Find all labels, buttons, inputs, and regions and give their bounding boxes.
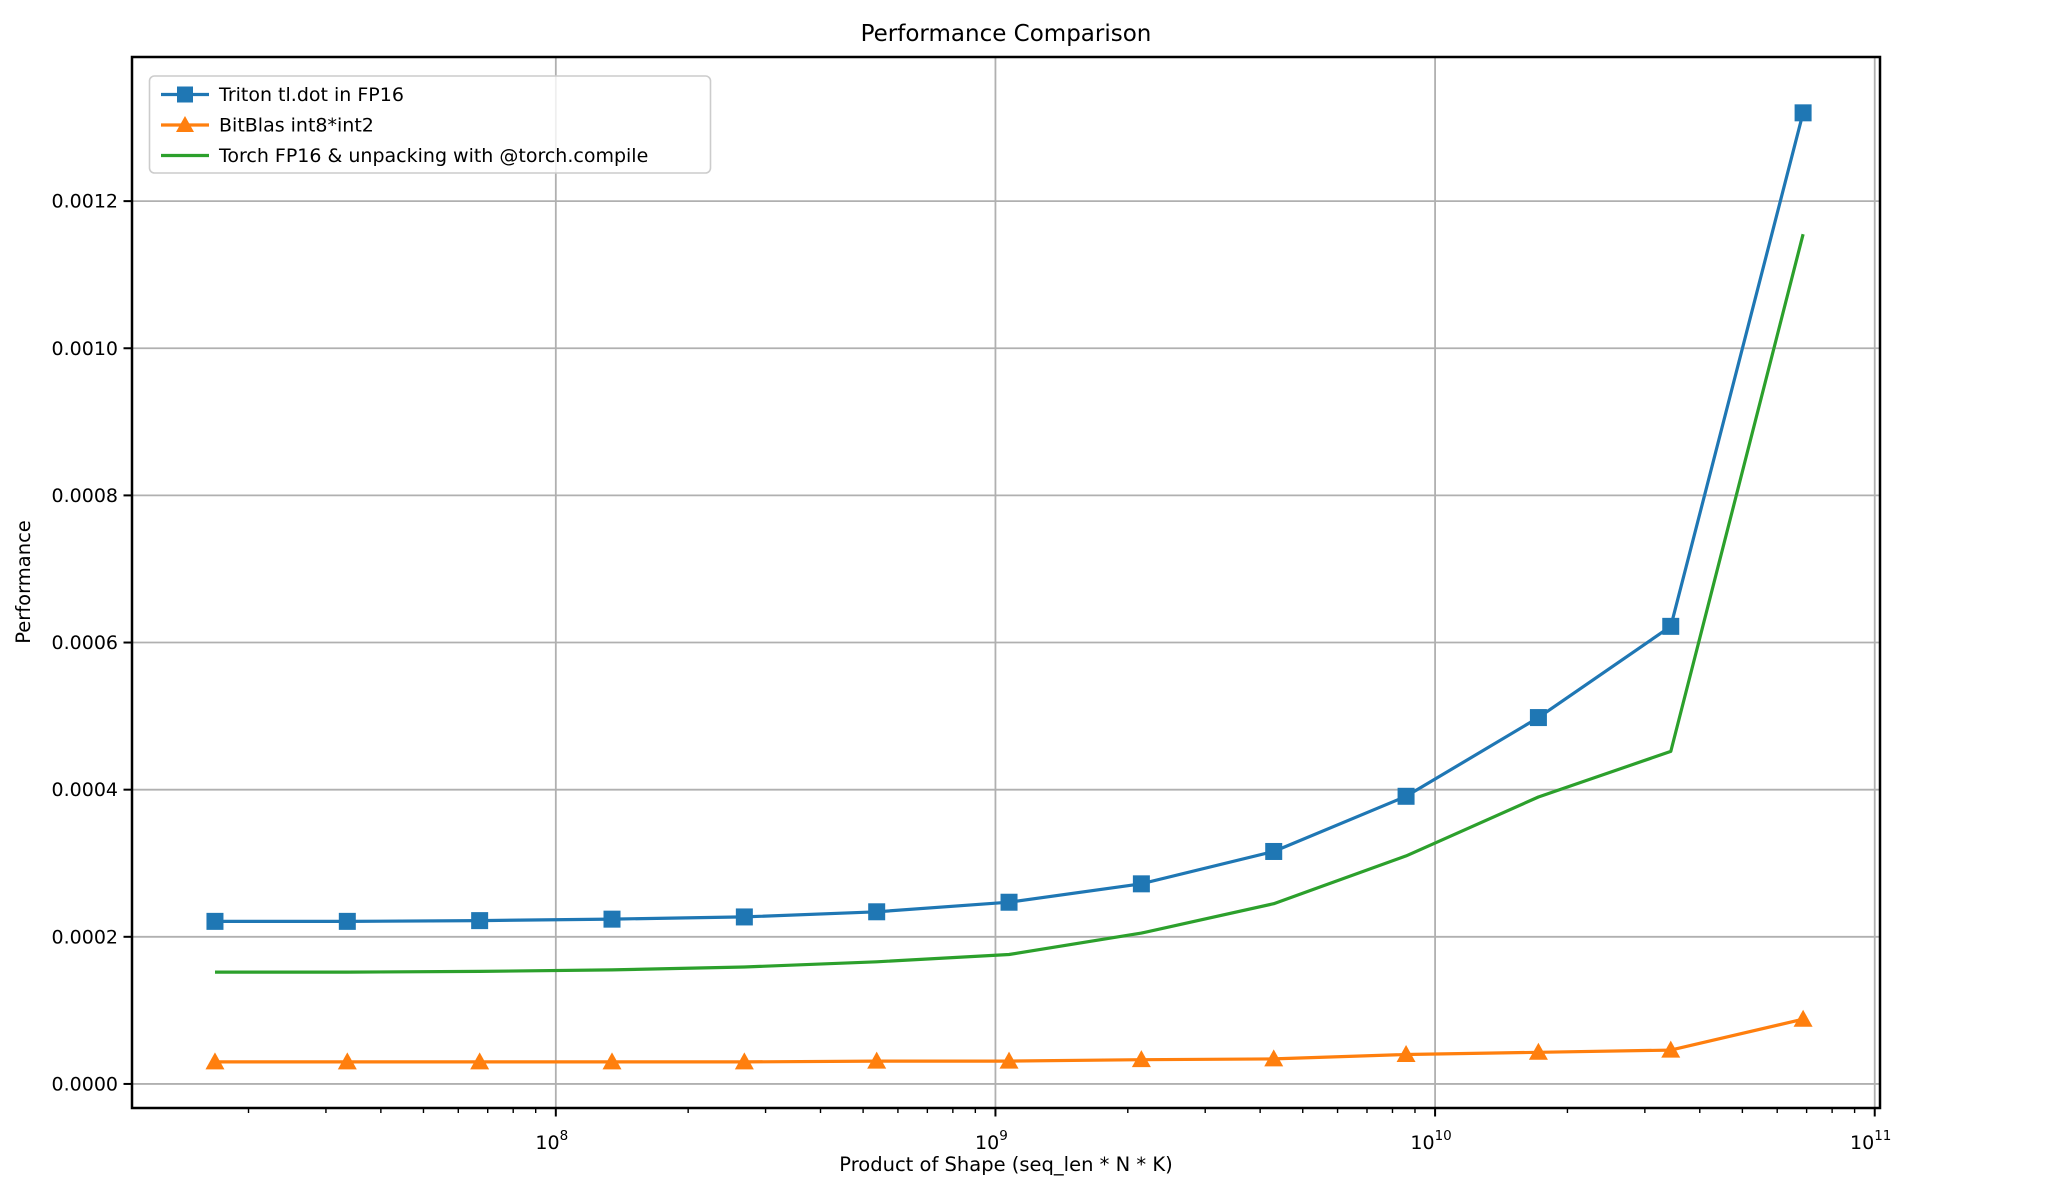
legend-box	[148, 75, 712, 174]
x-tick-label: 1010	[1410, 1128, 1451, 1154]
data-point-marker	[999, 1051, 1019, 1069]
data-point-marker	[734, 1052, 754, 1070]
x-tick-label: 108	[535, 1128, 568, 1154]
x-axis-label: Product of Shape (seq_len * N * K)	[839, 1153, 1172, 1176]
plot-area	[130, 55, 1882, 1110]
data-point-marker	[1661, 1040, 1681, 1058]
y-tick-label: 0.0006	[52, 632, 118, 654]
data-point-marker	[206, 912, 224, 930]
data-point-marker	[602, 1052, 622, 1070]
legend-label: BitBlas int8*int2	[219, 115, 374, 137]
legend-label: Torch FP16 & unpacking with @torch.compi…	[218, 145, 648, 167]
data-point-marker	[1131, 1050, 1151, 1068]
data-point-marker	[1264, 1049, 1284, 1067]
axes-layer	[123, 55, 1882, 1117]
data-point-marker	[1265, 842, 1283, 860]
tick-label-layer: 0.0000 0.0002 0.0004 0.0006 0.0008 0.0010 0.00…	[52, 191, 1892, 1154]
data-point-marker	[868, 903, 886, 921]
legend-entry: Torch FP16 & unpacking with @torch.compi…	[161, 145, 648, 167]
legend-square-marker-icon	[177, 86, 193, 103]
data-point-marker	[867, 1051, 887, 1069]
data-point-marker	[603, 910, 621, 928]
data-point-marker	[337, 1052, 357, 1070]
legend-entry: Triton tl.dot in FP16	[161, 84, 404, 106]
data-point-marker	[1132, 875, 1150, 893]
chart-title: Performance Comparison	[861, 21, 1152, 47]
data-point-marker	[470, 1052, 490, 1070]
y-tick-label: 0.0012	[52, 191, 118, 213]
series-line-2	[215, 233, 1805, 974]
grid-layer	[132, 57, 1880, 1108]
y-tick-label: 0.0004	[52, 779, 118, 801]
series-layer	[205, 104, 1813, 1070]
x-tick-label: 109	[975, 1128, 1008, 1154]
y-tick-label: 0.0008	[52, 485, 118, 507]
y-tick-label: 0.0010	[52, 338, 118, 360]
data-point-marker	[1396, 1045, 1416, 1063]
y-tick-label: 0.0000	[52, 1073, 118, 1095]
legend-label: Triton tl.dot in FP16	[218, 84, 404, 106]
data-point-marker	[205, 1052, 225, 1070]
y-tick-label: 0.0002	[52, 926, 118, 948]
legend-triangle-marker-icon	[176, 116, 194, 132]
data-point-marker	[735, 908, 753, 926]
y-axis-label: Performance	[12, 520, 35, 644]
data-point-marker	[1397, 787, 1415, 805]
data-point-marker	[1794, 104, 1812, 122]
data-point-marker	[338, 912, 356, 930]
legend-entry: BitBlas int8*int2	[161, 115, 374, 137]
data-point-marker	[1529, 709, 1547, 727]
data-point-marker	[1793, 1009, 1813, 1027]
data-point-marker	[471, 912, 489, 930]
legend: Triton tl.dot in FP16 BitBlas int8*int2 To…	[148, 75, 712, 174]
x-tick-label: 1011	[1850, 1128, 1891, 1154]
data-point-marker	[1528, 1042, 1548, 1060]
data-point-marker	[1662, 617, 1680, 635]
data-point-marker	[1000, 893, 1018, 911]
